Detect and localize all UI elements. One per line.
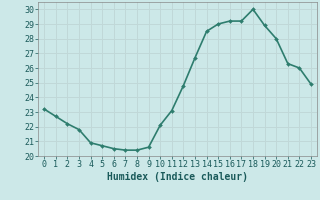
X-axis label: Humidex (Indice chaleur): Humidex (Indice chaleur) [107,172,248,182]
